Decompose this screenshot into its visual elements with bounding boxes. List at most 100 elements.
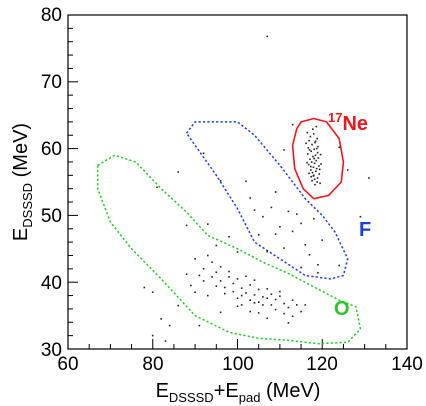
x-tick-labels: 60 80 100 120 140 [57,354,422,375]
o-event-point [202,268,205,270]
ne-event-point [316,137,318,140]
ne17-contour [291,117,345,200]
ne-event-point [313,157,315,160]
o-event-point [257,312,260,314]
ne-event-point [310,150,312,153]
o-event-point [300,310,302,313]
y-tick-label-50: 50 [41,206,62,227]
scattered-event-point [291,123,294,126]
ne-event-point [317,157,320,159]
scattered-event-point [177,304,179,307]
scattered-event-point [236,251,239,253]
o-event-point [270,304,273,306]
ne-event-point [312,166,315,169]
o-event-point [291,315,294,318]
f-event-point [270,206,273,209]
o-event-point [190,284,192,287]
o-event-point [291,299,294,301]
f-event-point [219,179,222,182]
o-event-point [232,282,235,285]
o-event-point [236,297,239,299]
o-event-point [219,280,222,282]
ne-event-point [305,142,307,145]
f-event-point [253,209,256,211]
o-event-point [240,287,243,289]
scattered-event-point [359,215,362,218]
ne-event-point [314,183,316,186]
o-event-point [228,270,230,273]
o-event-point [224,292,226,295]
y-axis-label: EDSSSD (MeV) [10,123,35,241]
o-event-point [207,294,209,297]
scattered-event-point [338,146,340,149]
ne-event-point [310,169,312,171]
scattered-event-point [177,171,179,173]
o-event-point [207,254,209,257]
y-tick-label-70: 70 [41,72,62,93]
ne-event-point [309,158,311,161]
o-event-point [240,294,243,297]
ne-event-point [316,181,318,183]
f-event-point [313,217,315,220]
scattered-event-point [143,286,146,289]
ne-event-point [314,140,317,143]
ne-event-point [319,182,321,185]
o-event-point [266,297,268,299]
o-event-point [274,298,277,301]
scattered-event-point [185,224,188,227]
o-event-point [185,273,188,275]
y-tick-label-30: 30 [41,340,62,361]
ne-event-point [315,167,318,170]
ne-event-point [318,173,321,175]
o-event-point [257,288,260,291]
scattered-event-point [266,35,268,38]
o-event-point [262,304,264,306]
f-event-point [304,244,307,246]
f-event-point [202,152,205,155]
o-event-point [232,290,235,293]
ne-event-point [316,151,319,154]
ne-event-point [312,175,315,177]
o-event-point [283,302,285,305]
o-event-point [287,322,290,324]
o-event-point [253,302,256,304]
ne-event-point [308,139,310,142]
ne-event-point [313,133,315,135]
ne-event-point [314,154,317,157]
scattered-event-point [160,318,162,320]
o-event-point [202,280,205,282]
ne-event-point [307,163,310,166]
ne-event-point [318,165,320,167]
o-event-point [283,312,285,315]
o-event-point [228,276,230,278]
ne-event-point [308,149,311,151]
o-event-point [257,301,260,303]
scattered-event-point [168,324,171,327]
o-event-point [249,310,251,313]
ne-event-point [312,128,314,130]
o-event-point [215,285,218,287]
f-event-point [287,210,290,213]
f-event-point [308,254,311,256]
o-event-point [224,286,226,289]
scattered-event-point [151,291,154,293]
region-contours [96,117,362,345]
scattered-event-point [207,223,209,225]
o-event-point [240,304,243,306]
f-event-point [274,233,277,235]
ne-event-point [320,163,322,165]
scattered-event-point [245,180,247,183]
o-event-point [279,295,281,297]
o-event-point [245,275,247,277]
f-event-point [321,239,323,241]
event-points [143,35,370,342]
o-event-point [245,292,247,294]
scattered-event-point [156,186,158,189]
o-event-point [194,258,196,260]
ne-event-point [312,155,314,158]
scattered-event-point [215,244,218,247]
o-event-point [304,304,307,306]
f-event-point [283,247,285,249]
ne-event-point [307,153,309,155]
